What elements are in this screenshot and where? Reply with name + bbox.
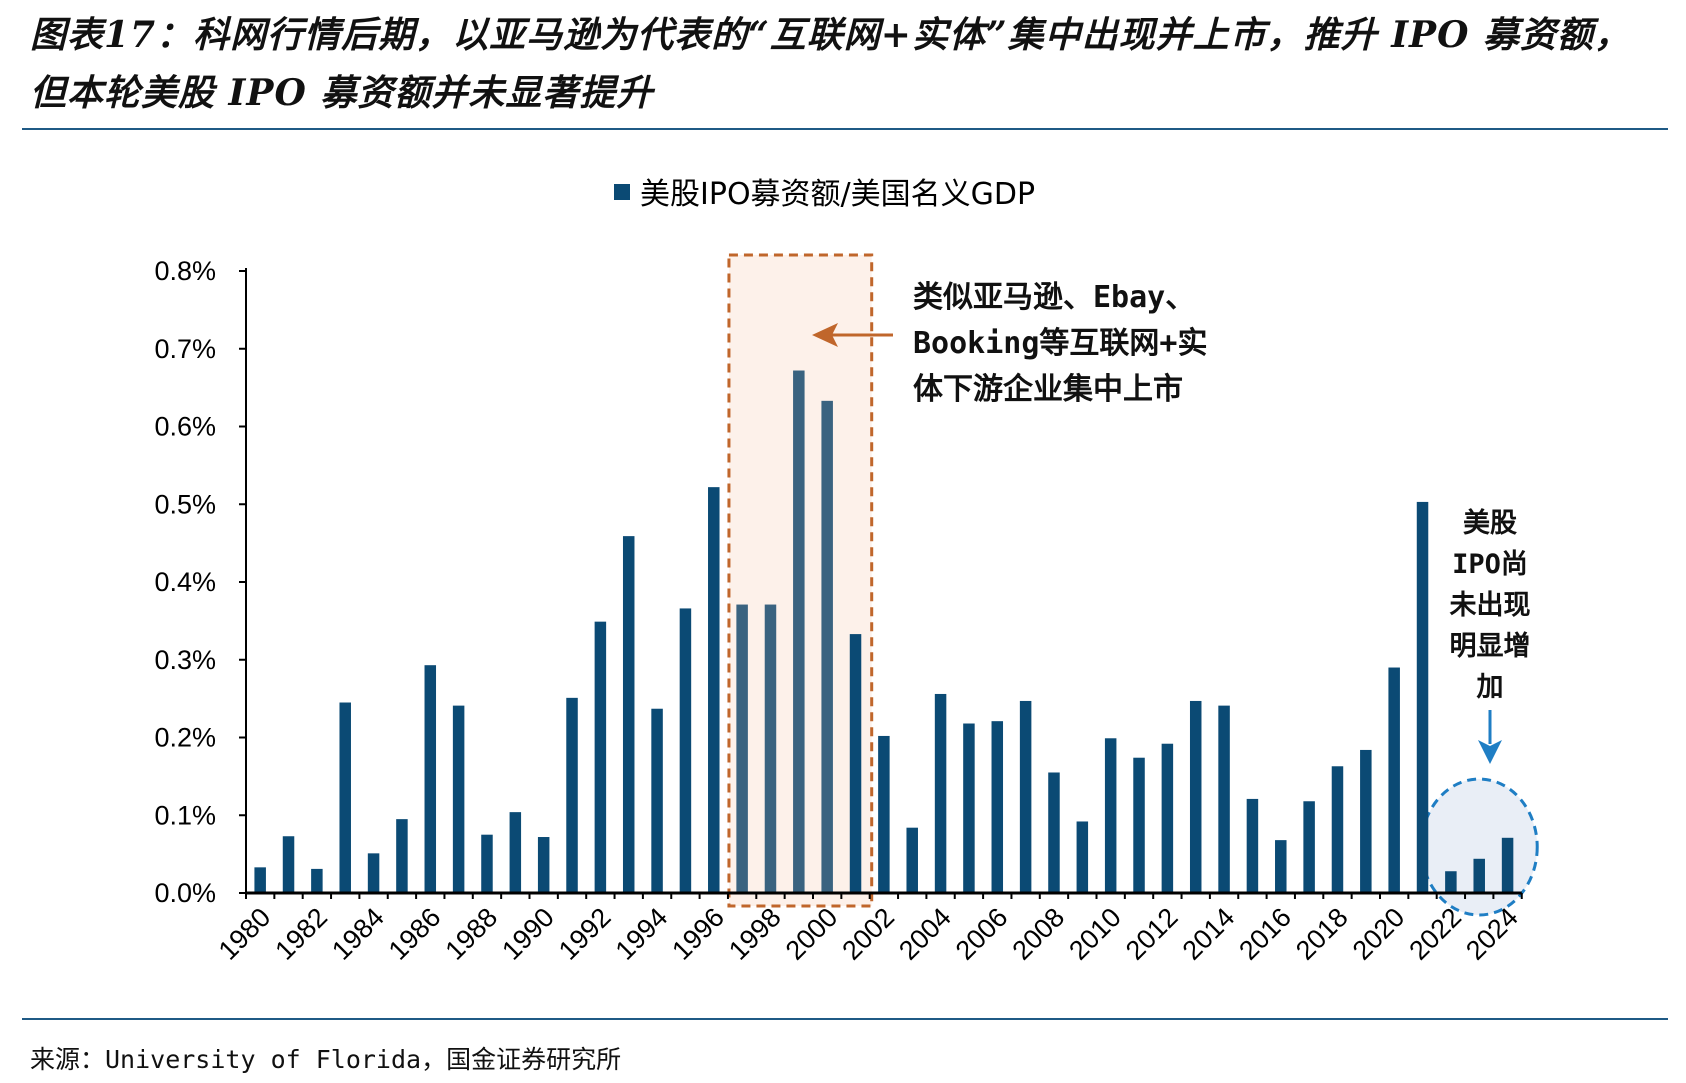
bar-2004 [934,693,947,893]
bar-1982 [311,868,323,893]
bar-1981 [282,836,295,893]
bar-2021 [1416,501,1429,893]
y-tick-label: 0.2% [154,723,216,753]
dotcom-annotation-line: Booking等互联网+实 [913,326,1208,361]
bar-2023 [1473,858,1485,893]
bar-2014 [1218,705,1230,893]
bar-1996 [708,487,720,893]
bar-1984 [367,853,380,893]
bar-1988 [481,834,493,893]
x-tick-label: 1992 [553,902,617,966]
bar-2009 [1076,821,1089,893]
recent-annotation-line: 加 [1477,672,1504,703]
legend-label: 美股IPO募资额/美国名义GDP [640,177,1035,212]
bar-1991 [566,697,578,893]
bar-chart: 0.0% 0.1% 0.2% 0.3% 0.4% 0.5% 0.6% 0.7% 0.8% 198… [154,177,1539,966]
blue-arrow-head [1478,740,1502,764]
chart-title: 图表17：科网行情后期，以亚马逊为代表的“互联网+实体”集中出现并上市，推升 I… [30,14,1632,114]
x-tick-label: 1984 [326,902,390,966]
bar-2022 [1445,871,1457,893]
bar-1999 [793,370,805,893]
x-tick-label: 2000 [780,902,844,966]
dotcom-annotation-line: 类似亚马逊、Ebay、 [913,280,1195,315]
x-tick-label: 1986 [383,902,447,966]
source-note: 来源：University of Florida，国金证券研究所 [30,1045,622,1074]
x-tick-label: 1990 [496,902,560,966]
bar-2000 [821,400,833,893]
y-tick-label: 0.3% [154,645,216,675]
bar-1980 [254,867,266,893]
x-tick-label: 1998 [723,902,787,966]
y-tick-label: 0.1% [154,800,216,830]
bar-2011 [1133,757,1145,893]
bar-2006 [991,721,1004,893]
x-tick-label: 2018 [1290,902,1354,966]
bar-2002 [878,735,890,893]
x-tick-label: 2006 [950,902,1014,966]
bar-2007 [1019,700,1032,893]
x-tick-label: 2008 [1007,902,1071,966]
bar-2013 [1189,700,1202,893]
bar-2024 [1501,837,1514,893]
bar-1987 [452,705,465,893]
bar-2019 [1360,749,1372,893]
bar-2015 [1246,798,1259,893]
bar-2001 [849,634,862,893]
bar-1992 [594,621,607,893]
bar-1990 [537,837,550,893]
legend-swatch [614,184,630,200]
recent-annotation-line: 未出现 [1450,590,1531,621]
x-tick-label: 1988 [440,902,504,966]
bar-2005 [963,723,975,893]
bar-1983 [339,702,351,893]
recent-annotation-line: IPO尚 [1452,549,1528,580]
bar-1993 [622,536,635,893]
x-tick-label: 1980 [213,902,277,966]
bar-2016 [1275,840,1287,893]
y-tick-label: 0.6% [154,412,216,442]
x-tick-label: 2010 [1063,902,1127,966]
top-divider [22,128,1668,130]
y-tick-label: 0.5% [154,489,216,519]
bar-2020 [1388,667,1400,893]
x-tick-label: 1982 [269,902,333,966]
bar-2008 [1048,772,1060,893]
x-tick-label: 2020 [1347,902,1411,966]
recent-annotation-line: 明显增 [1450,630,1531,662]
recent-years-circle [1419,777,1539,917]
bar-1986 [424,665,437,893]
y-tick-label: 0.7% [154,334,216,364]
bar-2018 [1331,766,1344,893]
recent-annotation-line: 美股 [1463,507,1517,539]
bar-1994 [651,708,663,893]
bar-1985 [396,819,408,893]
bar-2010 [1104,738,1117,893]
x-tick-label: 2012 [1120,902,1184,966]
dotcom-annotation-line: 体下游企业集中上市 [913,372,1183,407]
orange-arrow-head [812,323,838,347]
x-tick-label: 2004 [893,902,957,966]
bar-1995 [679,608,692,893]
bar-2017 [1303,801,1315,893]
bar-1998 [764,604,777,893]
y-tick-label: 0.8% [154,256,216,286]
x-tick-label: 1994 [610,902,674,966]
y-tick-label: 0.0% [154,878,216,908]
x-tick-label: 2014 [1177,902,1241,966]
bar-2012 [1161,743,1174,893]
x-tick-label: 2016 [1233,902,1297,966]
x-tick-label: 1996 [666,902,730,966]
y-tick-label: 0.4% [154,567,216,597]
bar-2003 [906,827,918,893]
bottom-divider [22,1018,1668,1020]
bar-1989 [509,812,522,893]
bar-1997 [736,604,748,893]
x-tick-label: 2002 [836,902,900,966]
